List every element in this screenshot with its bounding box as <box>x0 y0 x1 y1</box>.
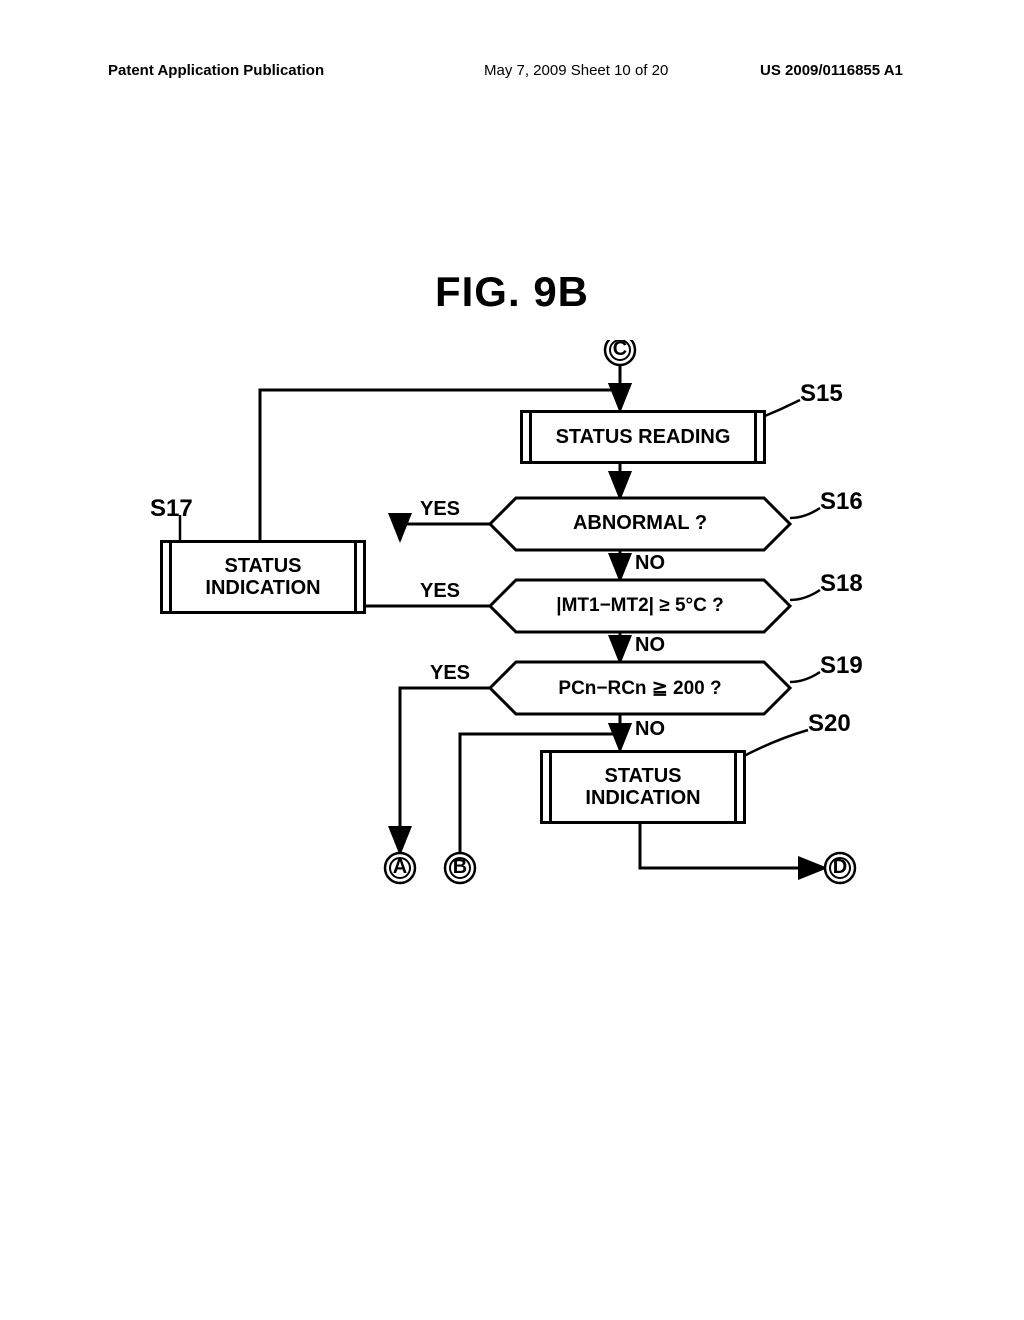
process-s20: STATUS INDICATION <box>540 750 746 824</box>
decision-s16: ABNORMAL ? <box>490 512 790 535</box>
decision-s18: |MT1−MT2| ≥ 5°C ? <box>490 595 790 617</box>
step-label-s19: S19 <box>820 652 863 680</box>
step-label-s18: S18 <box>820 570 863 598</box>
edge-label: YES <box>420 498 460 521</box>
connector-a: A <box>390 856 410 879</box>
connector-c: C <box>610 338 630 361</box>
connector-d: D <box>830 856 850 879</box>
step-label-s20: S20 <box>808 710 851 738</box>
page-header: Patent Application Publication May 7, 20… <box>0 62 1024 92</box>
process-label: STATUS INDICATION <box>569 765 716 809</box>
page: Patent Application Publication May 7, 20… <box>0 0 1024 1320</box>
step-label-s16: S16 <box>820 488 863 516</box>
edge-label: YES <box>420 580 460 603</box>
flowchart: YES NO YES NO YES NO C STATUS READING S15 ABNORMA… <box>140 340 900 900</box>
process-s17: STATUS INDICATION <box>160 540 366 614</box>
step-label-s17: S17 <box>150 495 193 523</box>
header-date-sheet: May 7, 2009 Sheet 10 of 20 <box>484 62 668 79</box>
decision-s19: PCn−RCn ≧ 200 ? <box>490 677 790 700</box>
connector-b: B <box>450 856 470 879</box>
edge-label: NO <box>635 552 665 575</box>
edge-label: YES <box>430 662 470 685</box>
edge-label: NO <box>635 634 665 657</box>
header-publication: Patent Application Publication <box>108 62 324 79</box>
process-label: STATUS INDICATION <box>189 555 336 599</box>
step-label-s15: S15 <box>800 380 843 408</box>
process-s15: STATUS READING <box>520 410 766 464</box>
figure-title: FIG. 9B <box>0 268 1024 316</box>
header-patent-number: US 2009/0116855 A1 <box>760 62 903 79</box>
edge-label: NO <box>635 718 665 741</box>
process-label: STATUS READING <box>540 426 747 448</box>
